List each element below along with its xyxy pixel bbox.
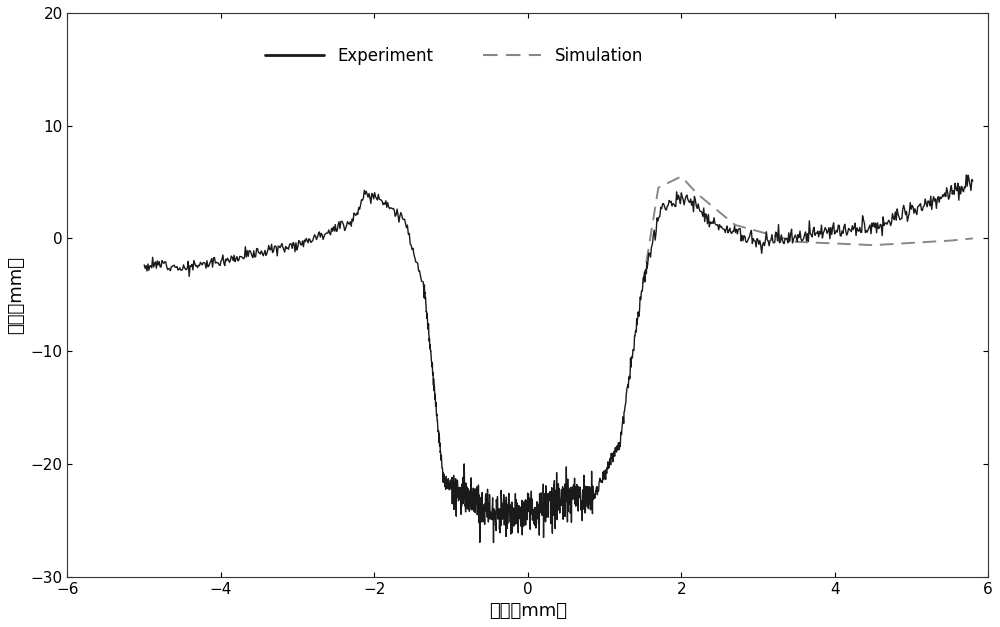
Simulation: [916, 238, 928, 246]
Simulation: [637, 280, 649, 287]
Experiment: [138, 261, 150, 269]
Experiment: [563, 485, 575, 493]
Experiment: [668, 201, 680, 208]
Simulation: [967, 234, 979, 242]
Line: Simulation: Simulation: [643, 177, 973, 283]
X-axis label: 径向（mm）: 径向（mm）: [489, 602, 567, 620]
Simulation: [840, 240, 852, 248]
Experiment: [967, 177, 979, 185]
Simulation: [834, 240, 846, 248]
Legend: Experiment, Simulation: Experiment, Simulation: [257, 38, 651, 73]
Simulation: [833, 240, 845, 248]
Simulation: [638, 273, 650, 280]
Experiment: [487, 539, 499, 546]
Experiment: [960, 171, 972, 179]
Line: Experiment: Experiment: [144, 175, 973, 542]
Experiment: [592, 487, 604, 494]
Experiment: [666, 203, 678, 210]
Simulation: [937, 237, 949, 245]
Experiment: [420, 308, 432, 316]
Simulation: [676, 173, 688, 181]
Experiment: [453, 489, 465, 497]
Y-axis label: 崔深（mm）: 崔深（mm）: [7, 256, 25, 334]
